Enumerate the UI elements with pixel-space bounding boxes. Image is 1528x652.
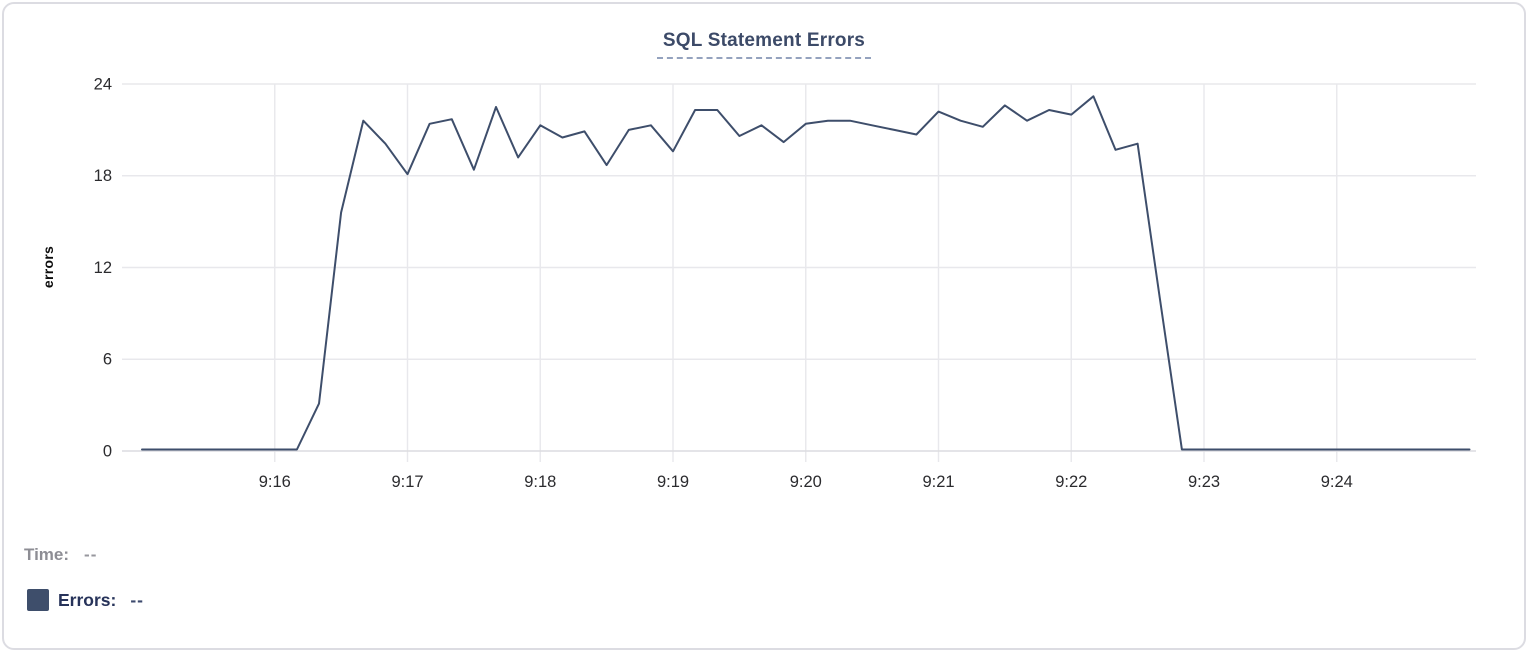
legend-time-row: Time: --: [24, 543, 97, 567]
time-readout-label: Time:: [24, 545, 70, 564]
y-tick-label: 0: [103, 443, 112, 461]
chart-title-wrap: SQL Statement Errors: [0, 30, 1528, 59]
x-tick-label: 9:23: [1188, 473, 1220, 491]
chart-hover-area[interactable]: [122, 84, 1476, 452]
x-tick-label: 9:21: [922, 473, 954, 491]
chart-title[interactable]: SQL Statement Errors: [656, 30, 872, 59]
x-tick-label: 9:18: [524, 473, 556, 491]
errors-series-swatch: [27, 589, 49, 611]
x-tick-label: 9:19: [657, 473, 689, 491]
errors-readout-label: Errors:: [58, 589, 117, 610]
y-tick-label: 24: [94, 75, 112, 93]
legend-errors-row[interactable]: Errors: --: [27, 587, 144, 613]
y-axis-title: errors: [40, 245, 56, 289]
x-tick-label: 9:17: [391, 473, 423, 491]
x-tick-label: 9:16: [259, 473, 291, 491]
time-readout-value: --: [84, 545, 98, 564]
y-tick-label: 12: [94, 259, 112, 277]
errors-series-line: [141, 95, 1471, 451]
x-tick-label: 9:22: [1055, 473, 1087, 491]
x-tick-label: 9:20: [790, 473, 822, 491]
x-tick-label: 9:24: [1321, 473, 1353, 491]
y-tick-label: 6: [103, 351, 112, 369]
y-tick-label: 18: [94, 167, 112, 185]
errors-readout-value: --: [130, 589, 145, 610]
